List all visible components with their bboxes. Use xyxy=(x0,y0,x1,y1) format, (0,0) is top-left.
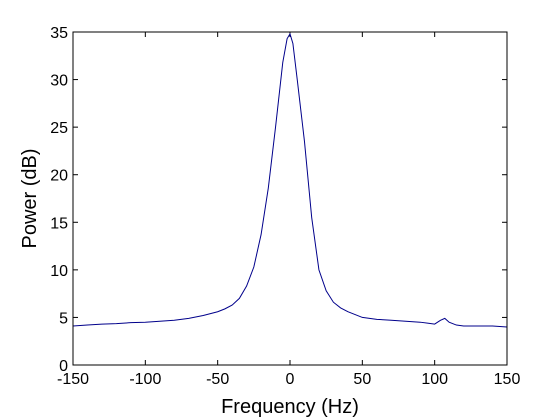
x-tick-label: 0 xyxy=(286,371,295,388)
x-tick-label: -50 xyxy=(206,371,229,388)
y-tick-label: 25 xyxy=(50,120,68,137)
x-tick-label: 100 xyxy=(421,371,448,388)
y-tick-label: 0 xyxy=(59,358,68,375)
y-tick-label: 5 xyxy=(59,310,68,327)
x-tick-label: -150 xyxy=(57,371,89,388)
series-line xyxy=(72,32,508,328)
x-tick-label: 150 xyxy=(494,371,521,388)
y-tick-label: 30 xyxy=(50,73,68,90)
tick-labels: -150 -100 -50 0 50 100 150 0 5 10 15 20 25 30 35 xyxy=(50,25,520,388)
axis-ticks xyxy=(72,31,508,366)
y-tick-label: 15 xyxy=(50,215,68,232)
y-tick-label: 10 xyxy=(50,263,68,280)
y-tick-label: 35 xyxy=(50,25,68,42)
x-tick-label: 50 xyxy=(353,371,371,388)
y-axis-label: Power (dB) xyxy=(19,148,41,248)
x-axis-label: Frequency (Hz) xyxy=(221,396,359,418)
series-layer xyxy=(72,32,508,328)
plot-frame xyxy=(72,31,508,366)
y-tick-label: 20 xyxy=(50,168,68,185)
x-tick-label: -100 xyxy=(129,371,161,388)
